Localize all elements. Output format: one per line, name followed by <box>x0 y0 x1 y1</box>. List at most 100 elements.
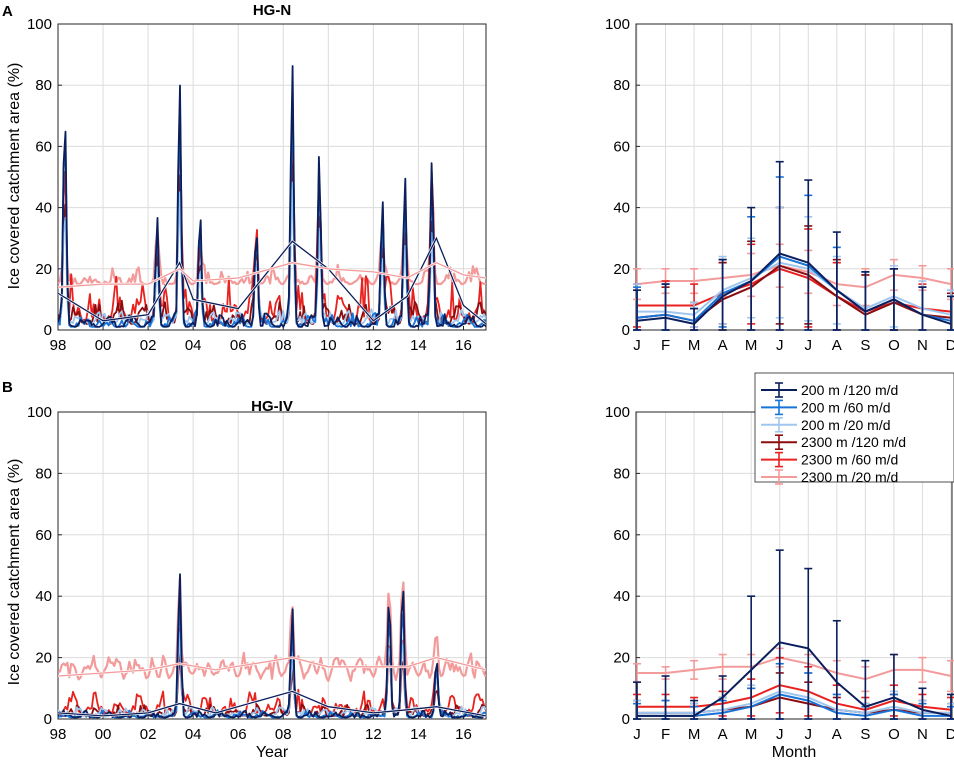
y-tick-label: 100 <box>27 404 52 421</box>
legend-entry-1: 200 m /120 m/d <box>761 382 898 398</box>
y-tick-label: 20 <box>613 650 630 667</box>
series-group <box>58 65 486 328</box>
monthly-series-6 <box>633 647 954 693</box>
panel-label-b: B <box>2 379 13 396</box>
x-tick-label: M <box>688 726 701 743</box>
axes-frame <box>57 23 487 331</box>
series-line-4 <box>58 162 486 325</box>
y-tick-label: 80 <box>35 465 52 482</box>
y-tick-label: 60 <box>613 527 630 544</box>
x-tick-label: 04 <box>185 726 202 743</box>
legend-label: 200 m /60 m/d <box>801 399 891 415</box>
y-tick-label: 100 <box>27 16 52 33</box>
series-line-5 <box>58 116 486 322</box>
y-axis-label-top: Ice covered catchment area (%) <box>6 63 23 290</box>
x-tick-label: 10 <box>320 726 337 743</box>
trend-line-2 <box>58 261 486 288</box>
legend-label: 200 m /20 m/d <box>801 417 891 433</box>
monthly-line <box>637 656 952 681</box>
plot-hg-n-timeseries: 0 20 40 60 80 100 98 00 02 04 06 08 10 12 14 16 <box>27 16 487 354</box>
series-line-1 <box>58 573 486 719</box>
title-hg-n: HG-N <box>253 2 291 19</box>
legend-entry-2: 200 m /60 m/d <box>761 399 891 415</box>
x-tick-label: 10 <box>320 337 337 354</box>
y-tick-label: 60 <box>35 527 52 544</box>
legend-entry-3: 200 m /20 m/d <box>761 417 891 433</box>
y-tick-label: 80 <box>613 77 630 94</box>
x-tick-label: A <box>832 337 842 354</box>
x-tick-label: S <box>860 337 870 354</box>
legend-label: 2300 m /120 m/d <box>801 434 906 450</box>
y-tick-label: 0 <box>44 322 52 339</box>
y-tick-label: 80 <box>613 465 630 482</box>
x-tick-label: 04 <box>185 337 202 354</box>
x-tick-label: F <box>661 337 670 354</box>
y-tick-label: 40 <box>613 588 630 605</box>
x-tick-label: N <box>917 337 928 354</box>
x-tick-label: J <box>776 726 784 743</box>
trend-line-2 <box>58 656 486 677</box>
x-tick-label: 08 <box>275 726 292 743</box>
legend-box <box>754 372 954 483</box>
series-line-6 <box>58 576 486 683</box>
axes-frame <box>57 411 487 720</box>
monthly-line <box>637 690 951 714</box>
y-tick-label: 20 <box>613 261 630 278</box>
monthly-line <box>637 684 952 711</box>
x-tick-label: A <box>718 337 728 354</box>
x-tick-label: 16 <box>455 726 472 743</box>
monthly-series-6 <box>633 243 954 307</box>
legend-label: 2300 m /20 m/d <box>801 469 898 485</box>
y-tick-label: 60 <box>35 138 52 155</box>
y-tick-label: 100 <box>605 16 630 33</box>
x-tick-label: 06 <box>230 337 247 354</box>
monthly-line <box>637 261 952 316</box>
y-tick-label: 80 <box>35 77 52 94</box>
x-tick-label: D <box>946 337 954 354</box>
legend-label: 200 m /120 m/d <box>801 382 898 398</box>
x-tick-label: 98 <box>50 337 67 354</box>
x-tick-label: 98 <box>50 726 67 743</box>
x-tick-label: A <box>832 726 842 743</box>
x-tick-label: 16 <box>455 337 472 354</box>
legend-entry-4: 2300 m /120 m/d <box>761 434 906 450</box>
monthly-series-1 <box>633 549 954 720</box>
x-tick-label: J <box>776 337 784 354</box>
monthly-series-1 <box>633 160 954 331</box>
x-tick-label: 00 <box>95 726 112 743</box>
panel-label-a: A <box>2 3 13 20</box>
monthly-line <box>637 696 951 714</box>
plot-hg-iv-timeseries: 0 20 40 60 80 100 98 00 02 04 06 08 10 12 14 16 <box>27 404 487 743</box>
y-tick-label: 20 <box>35 261 52 278</box>
x-tick-label: 12 <box>365 337 382 354</box>
x-tick-label: O <box>888 726 900 743</box>
monthly-line <box>636 264 952 289</box>
x-tick-label: A <box>718 726 728 743</box>
monthly-line <box>637 641 952 717</box>
y-tick-label: 20 <box>35 650 52 667</box>
x-axis-label-month: Month <box>772 744 816 761</box>
x-tick-label: 12 <box>365 726 382 743</box>
y-tick-label: 100 <box>605 404 630 421</box>
y-tick-label: 0 <box>622 711 630 728</box>
y-tick-label: 60 <box>613 138 630 155</box>
trend-line-1 <box>58 690 486 717</box>
series-line-1 <box>58 65 486 328</box>
y-axis-label-bottom: Ice covered catchment area (%) <box>6 459 23 686</box>
x-tick-label: M <box>745 726 758 743</box>
x-tick-label: J <box>633 726 641 743</box>
x-tick-label: J <box>633 337 641 354</box>
y-tick-label: 40 <box>35 200 52 217</box>
x-tick-label: 02 <box>140 337 157 354</box>
x-tick-label: S <box>860 726 870 743</box>
x-tick-label: F <box>661 726 670 743</box>
y-tick-label: 40 <box>35 588 52 605</box>
monthly-line <box>636 252 952 325</box>
x-tick-label: 06 <box>230 726 247 743</box>
x-tick-label: D <box>946 726 954 743</box>
x-tick-label: 14 <box>410 726 427 743</box>
x-tick-label: J <box>805 726 813 743</box>
